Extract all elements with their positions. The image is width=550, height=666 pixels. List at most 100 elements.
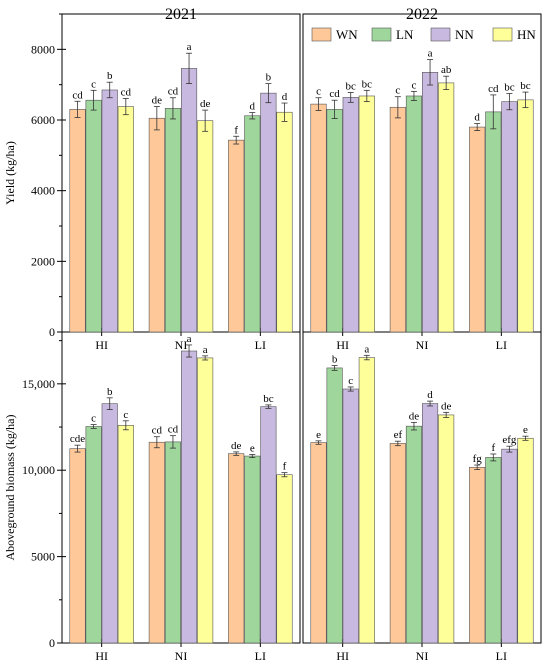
x-tick-label-ni: NI <box>175 649 188 663</box>
bar-2022-hi-nn <box>342 97 359 333</box>
x-tick-label-ni: NI <box>175 338 188 352</box>
bar-2021-li-hn <box>276 474 293 644</box>
significance-letter: c <box>348 375 353 387</box>
legend-label-ln: LN <box>396 27 414 42</box>
significance-letter: cd <box>121 86 132 98</box>
significance-letter: cd <box>168 424 179 436</box>
legend-swatch-hn <box>492 27 513 42</box>
x-tick-label-li: LI <box>496 338 507 352</box>
significance-letter: de <box>231 440 242 452</box>
significance-letter: ef <box>394 429 403 441</box>
bar-2022-hi-wn <box>310 103 327 333</box>
significance-letter: e <box>316 429 321 441</box>
significance-letter: efg <box>502 434 517 446</box>
significance-letter: a <box>187 41 192 53</box>
bar-2022-ni-nn <box>421 72 439 333</box>
bar-2021-ni-ln <box>164 108 181 333</box>
bar-2022-li-nn <box>501 101 518 333</box>
significance-letter: d <box>474 112 480 124</box>
year-title-2021: 2021 <box>165 6 197 23</box>
y-tick-label: 0 <box>49 325 55 339</box>
bar-2021-li-ln <box>244 115 261 333</box>
y-axis-label-biomass: Aboveground biomass (kg/ha) <box>3 415 17 561</box>
significance-letter: a <box>364 343 369 355</box>
legend-swatch-wn <box>311 27 332 42</box>
significance-letter: cd <box>488 83 499 95</box>
bar-2022-li-wn <box>469 466 486 644</box>
x-tick-label-hi: HI <box>336 649 349 663</box>
significance-letter: d <box>250 101 256 113</box>
significance-letter: c <box>395 85 400 97</box>
bar-2022-ni-ln <box>405 425 423 644</box>
bar-2022-li-ln <box>485 111 502 333</box>
significance-letter: bc <box>346 80 357 92</box>
bar-2021-hi-wn <box>69 448 86 644</box>
significance-letter: cd <box>72 89 83 101</box>
bar-2021-hi-ln <box>85 99 102 333</box>
legend-swatch-nn <box>430 27 451 42</box>
x-tick-label-hi: HI <box>336 338 349 352</box>
bar-2021-li-nn <box>260 406 277 644</box>
x-tick-label-li: LI <box>496 649 507 663</box>
bar-2021-ni-nn <box>181 350 198 644</box>
bar-2021-li-hn <box>276 111 293 333</box>
x-tick-label-li: LI <box>255 338 266 352</box>
significance-letter: e <box>250 442 255 454</box>
bar-2022-li-hn <box>517 99 534 333</box>
bar-2022-hi-hn <box>358 357 375 644</box>
bar-2022-li-wn <box>469 126 486 333</box>
significance-letter: f <box>491 442 495 454</box>
y-tick-label: 5000 <box>31 550 55 564</box>
significance-letter: b <box>107 386 113 398</box>
significance-letter: fg <box>473 453 483 465</box>
bar-2022-hi-nn <box>342 388 359 644</box>
significance-letter: bc <box>362 78 373 90</box>
bar-2021-ni-wn <box>148 441 165 644</box>
significance-letter: c <box>316 86 321 98</box>
bar-2022-ni-hn <box>438 414 455 644</box>
bar-2021-li-ln <box>244 455 261 644</box>
x-tick-label-li: LI <box>255 649 266 663</box>
x-tick-label-ni: NI <box>416 649 429 663</box>
significance-letter: b <box>332 354 338 366</box>
y-tick-label: 6000 <box>31 113 55 127</box>
significance-letter: d <box>427 389 433 401</box>
significance-letter: f <box>283 461 287 473</box>
bar-2022-li-nn <box>501 448 518 644</box>
significance-letter: bc <box>520 80 531 92</box>
y-tick-label: 8000 <box>31 42 55 56</box>
bar-2022-ni-nn <box>421 403 439 644</box>
legend-label-wn: WN <box>336 27 358 42</box>
significance-letter: c <box>412 79 417 91</box>
significance-letter: cd <box>152 425 163 437</box>
bar-2021-li-wn <box>228 139 245 333</box>
significance-letter: d <box>282 91 288 103</box>
significance-letter: de <box>409 410 420 422</box>
legend-label-hn: HN <box>517 27 536 42</box>
bar-2022-ni-ln <box>405 95 423 333</box>
bar-2022-li-ln <box>485 457 502 644</box>
significance-letter: e <box>523 424 528 436</box>
bar-2022-ni-hn <box>438 82 455 333</box>
y-tick-label: 0 <box>49 636 55 650</box>
bar-2021-li-wn <box>228 453 245 644</box>
bar-2022-li-hn <box>517 437 534 644</box>
bar-2021-hi-hn <box>117 106 134 333</box>
bar-2021-ni-ln <box>164 441 181 644</box>
bar-2022-hi-wn <box>310 442 327 644</box>
significance-letter: de <box>441 400 452 412</box>
significance-letter: a <box>187 333 192 345</box>
bar-2021-ni-hn <box>197 120 214 333</box>
bar-2022-hi-hn <box>358 95 375 333</box>
legend-label-nn: NN <box>455 27 474 42</box>
bar-2022-hi-ln <box>326 367 343 644</box>
significance-letter: cd <box>329 88 340 100</box>
significance-letter: de <box>200 98 211 110</box>
bar-2021-li-nn <box>260 92 277 333</box>
significance-letter: a <box>203 344 208 356</box>
significance-letter: cd <box>168 86 179 98</box>
significance-letter: c <box>91 413 96 425</box>
y-tick-label: 2000 <box>31 254 55 268</box>
y-tick-label: 15,000 <box>22 377 55 391</box>
